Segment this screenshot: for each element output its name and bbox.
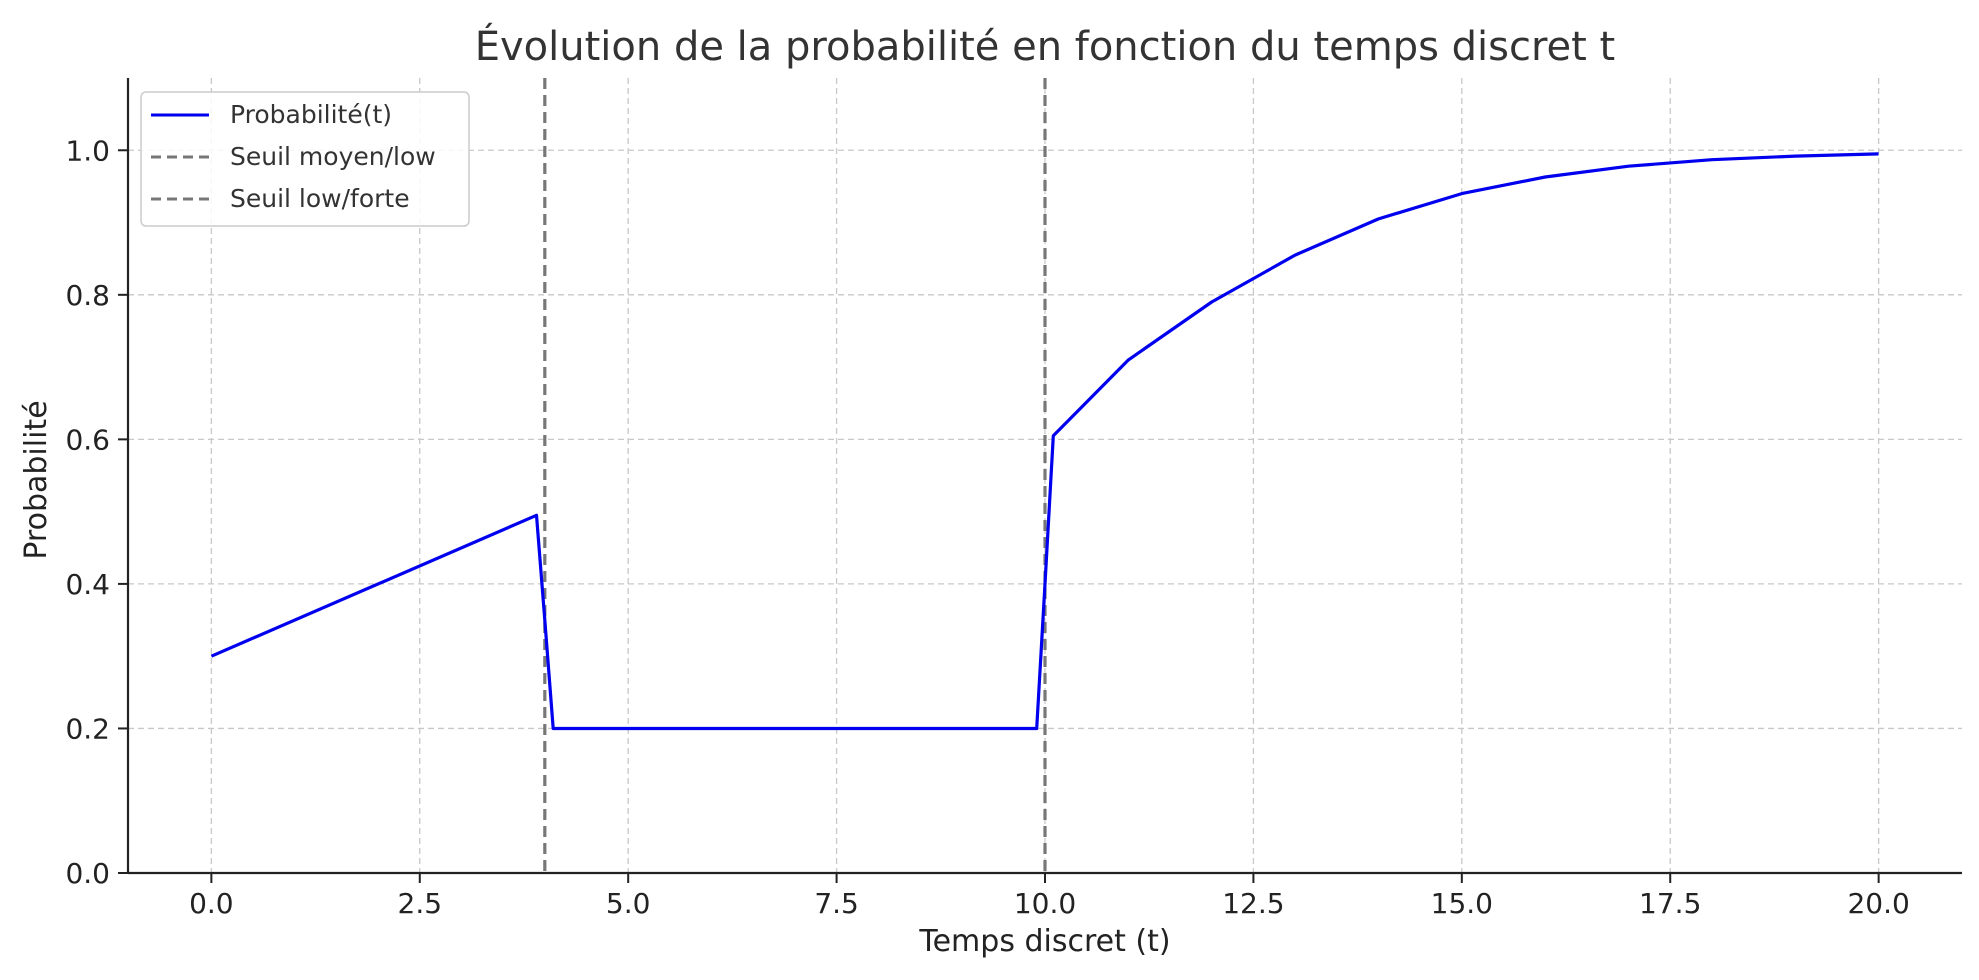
- x-tick-label: 0.0: [189, 887, 234, 920]
- y-axis-label: Probabilité: [19, 400, 54, 559]
- y-tick-label: 0.4: [65, 568, 110, 601]
- series-line-0: [210, 152, 1879, 731]
- x-tick-label: 10.0: [1014, 887, 1076, 920]
- threshold-lines: [543, 78, 1047, 873]
- legend-frame: [140, 91, 470, 227]
- y-tick-label: 0.0: [65, 857, 110, 890]
- x-tick-label: 15.0: [1431, 887, 1493, 920]
- x-tick-label: 7.5: [814, 887, 859, 920]
- legend: Probabilité(t) Seuil moyen/low Seuil low…: [140, 91, 470, 227]
- x-tick-label: 17.5: [1639, 887, 1701, 920]
- x-tick-label: 5.0: [606, 887, 651, 920]
- y-ticks: 0.0 0.2 0.4 0.6 0.8 1.0: [65, 134, 128, 890]
- y-tick-label: 0.6: [65, 423, 110, 456]
- x-ticks: 0.0 2.5 5.0 7.5 10.0 12.5 15.0 17.5 20.0: [189, 873, 1910, 920]
- x-tick-label: 2.5: [398, 887, 443, 920]
- y-tick-label: 1.0: [65, 134, 110, 167]
- legend-label-probabilite: Probabilité(t): [230, 100, 392, 129]
- x-tick-label: 12.5: [1222, 887, 1284, 920]
- legend-label-seuil-moyen-low: Seuil moyen/low: [230, 142, 436, 171]
- x-tick-label: 20.0: [1847, 887, 1909, 920]
- y-tick-label: 0.2: [65, 712, 110, 745]
- chart-title: Évolution de la probabilité en fonction …: [475, 22, 1616, 70]
- series: [210, 152, 1879, 731]
- y-tick-label: 0.8: [65, 279, 110, 312]
- x-axis-label: Temps discret (t): [918, 924, 1170, 959]
- legend-label-seuil-low-forte: Seuil low/forte: [230, 184, 410, 213]
